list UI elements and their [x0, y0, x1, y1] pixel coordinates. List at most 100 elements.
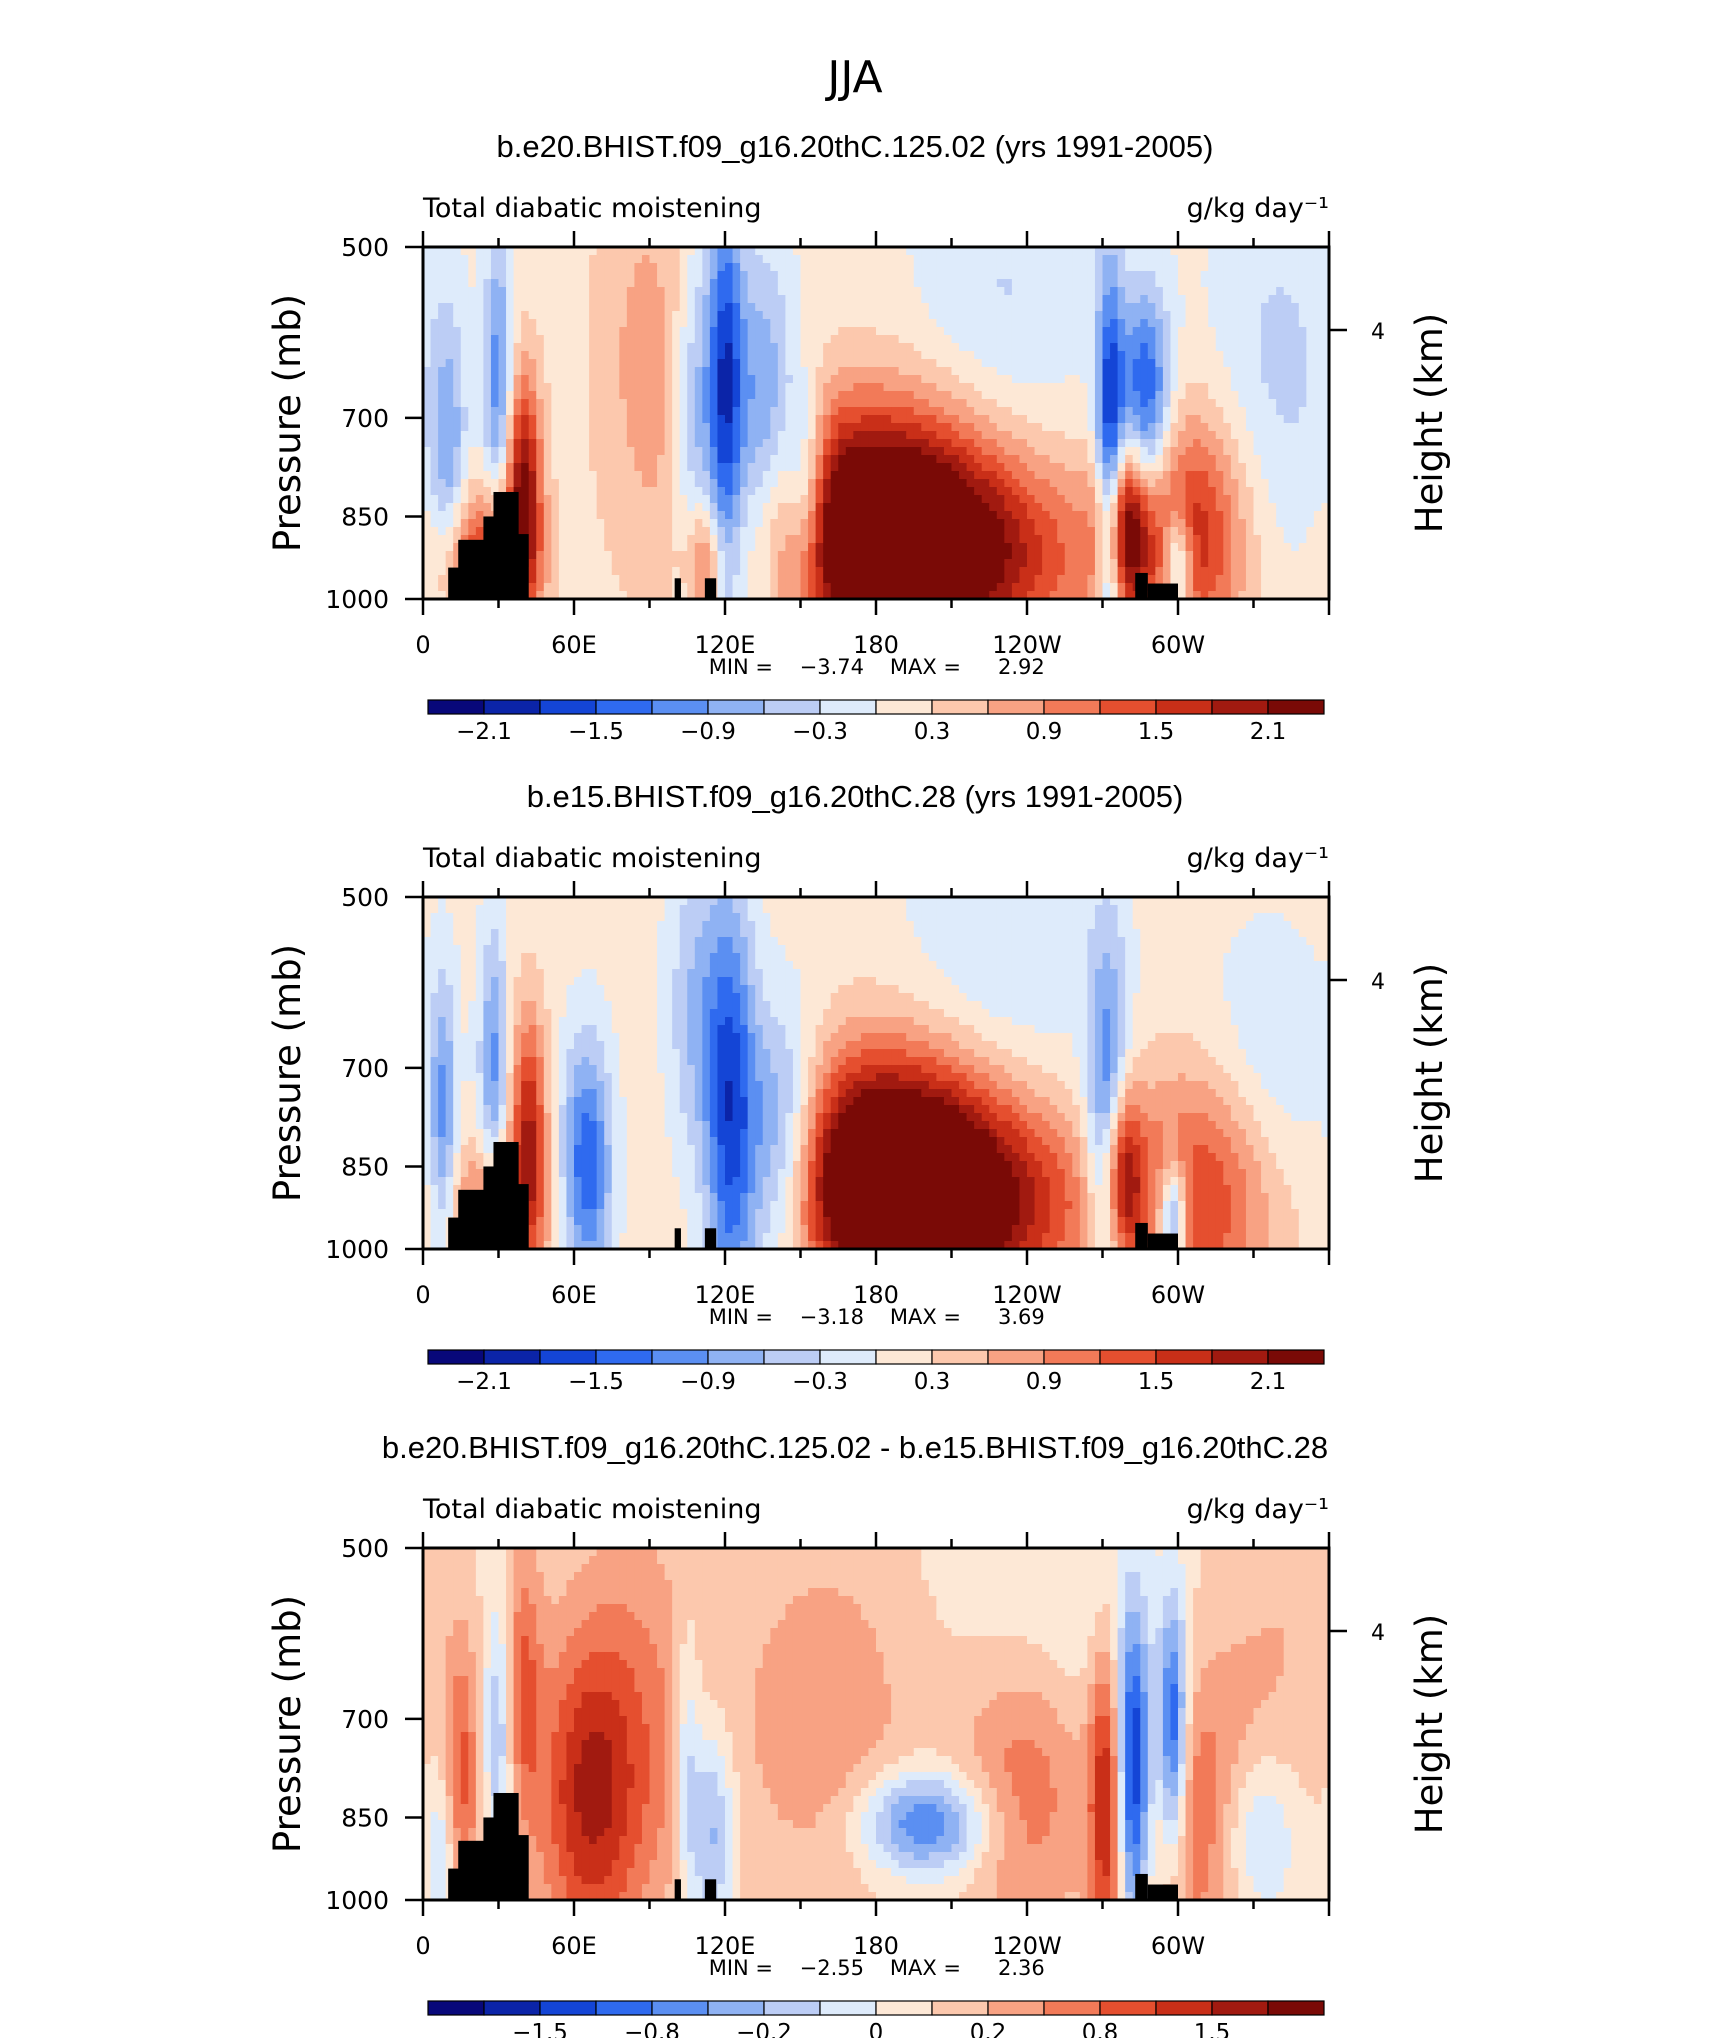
heatmap-cell — [1155, 391, 1164, 400]
heatmap-cell — [468, 343, 477, 352]
heatmap-cell — [1185, 303, 1194, 312]
heatmap-cell — [649, 495, 658, 504]
heatmap-cell — [596, 311, 605, 320]
heatmap-cell — [981, 431, 990, 440]
heatmap-cell — [1193, 247, 1202, 256]
heatmap-cell — [838, 335, 847, 344]
heatmap-cell — [611, 319, 620, 328]
heatmap-cell — [1125, 423, 1134, 432]
heatmap-cell — [770, 567, 779, 576]
heatmap-cell — [860, 519, 870, 528]
heatmap-cell — [1072, 471, 1081, 480]
heatmap-cell — [1178, 439, 1187, 448]
heatmap-cell — [732, 343, 741, 352]
heatmap-cell — [672, 551, 681, 560]
heatmap-cell — [898, 327, 907, 336]
heatmap-cell — [1178, 255, 1187, 264]
heatmap-cell — [453, 311, 462, 320]
heatmap-cell — [996, 455, 1005, 464]
heatmap-cell — [732, 431, 741, 440]
heatmap-cell — [876, 415, 885, 424]
heatmap-cell — [430, 575, 439, 584]
heatmap-cell — [1253, 415, 1262, 424]
heatmap-cell — [792, 495, 802, 504]
heatmap-cell — [574, 343, 583, 352]
heatmap-cell — [1019, 311, 1028, 320]
heatmap-cell — [423, 447, 432, 456]
heatmap-cell — [1291, 375, 1300, 384]
heatmap-cell — [785, 535, 794, 544]
heatmap-cell — [1034, 367, 1043, 376]
heatmap-cell — [770, 535, 779, 544]
heatmap-cell — [1155, 543, 1164, 552]
heatmap-cell — [445, 255, 454, 264]
heatmap-cell — [936, 487, 945, 496]
heatmap-cell — [468, 423, 477, 432]
heatmap-cell — [876, 423, 885, 432]
heatmap-cell — [1155, 279, 1164, 288]
heatmap-cell — [589, 439, 598, 448]
heatmap-cell — [974, 423, 983, 432]
heatmap-cell — [1321, 343, 1330, 352]
heatmap-cell — [574, 303, 583, 312]
heatmap-cell — [687, 415, 696, 424]
heatmap-cell — [589, 527, 598, 536]
heatmap-cell — [1276, 455, 1285, 464]
heatmap-cell — [679, 431, 688, 440]
heatmap-cell — [1170, 343, 1179, 352]
heatmap-cell — [876, 495, 885, 504]
heatmap-cell — [1200, 295, 1209, 304]
heatmap-cell — [883, 407, 892, 416]
heatmap-cell — [626, 407, 635, 416]
heatmap-cell — [694, 511, 703, 520]
heatmap-cell — [717, 343, 726, 352]
heatmap-cell — [453, 495, 462, 504]
heatmap-cell — [1200, 375, 1209, 384]
heatmap-cell — [649, 319, 658, 328]
heatmap-cell — [1125, 311, 1134, 320]
heatmap-cell — [974, 255, 983, 264]
heatmap-cell — [1208, 359, 1217, 368]
heatmap-cell — [1223, 471, 1232, 480]
heatmap-cell — [596, 359, 605, 368]
heatmap-cell — [1268, 479, 1277, 488]
heatmap-cell — [1132, 455, 1141, 464]
heatmap-cell — [1072, 383, 1081, 392]
heatmap-cell — [1291, 279, 1300, 288]
heatmap-cell — [589, 295, 598, 304]
heatmap-cell — [996, 511, 1005, 520]
heatmap-cell — [543, 287, 552, 296]
heatmap-cell — [777, 279, 786, 288]
heatmap-cell — [664, 263, 673, 272]
heatmap-cell — [1170, 495, 1179, 504]
heatmap-cell — [566, 383, 575, 392]
heatmap-cell — [475, 519, 484, 528]
heatmap-cell — [853, 519, 862, 528]
heatmap-cell — [876, 319, 885, 328]
heatmap-cell — [709, 431, 719, 440]
heatmap-cell — [830, 543, 839, 552]
heatmap-cell — [634, 551, 643, 560]
heatmap-cell — [460, 511, 469, 520]
heatmap-cell — [770, 415, 779, 424]
heatmap-cell — [1223, 311, 1232, 320]
heatmap-cell — [838, 503, 847, 512]
heatmap-cell — [1208, 447, 1217, 456]
heatmap-cell — [423, 391, 432, 400]
heatmap-cell — [1321, 279, 1330, 288]
heatmap-cell — [566, 391, 575, 400]
heatmap-cell — [868, 431, 877, 440]
heatmap-cell — [777, 559, 786, 568]
heatmap-cell — [717, 471, 726, 480]
heatmap-cell — [543, 303, 552, 312]
heatmap-cell — [959, 535, 968, 544]
heatmap-cell — [1208, 455, 1217, 464]
heatmap-cell — [1132, 439, 1141, 448]
heatmap-cell — [996, 439, 1005, 448]
heatmap-cell — [1306, 551, 1315, 560]
heatmap-cell — [860, 359, 870, 368]
heatmap-cell — [1193, 255, 1202, 264]
heatmap-cell — [490, 263, 500, 272]
heatmap-cell — [1162, 311, 1172, 320]
heatmap-cell — [1125, 535, 1134, 544]
